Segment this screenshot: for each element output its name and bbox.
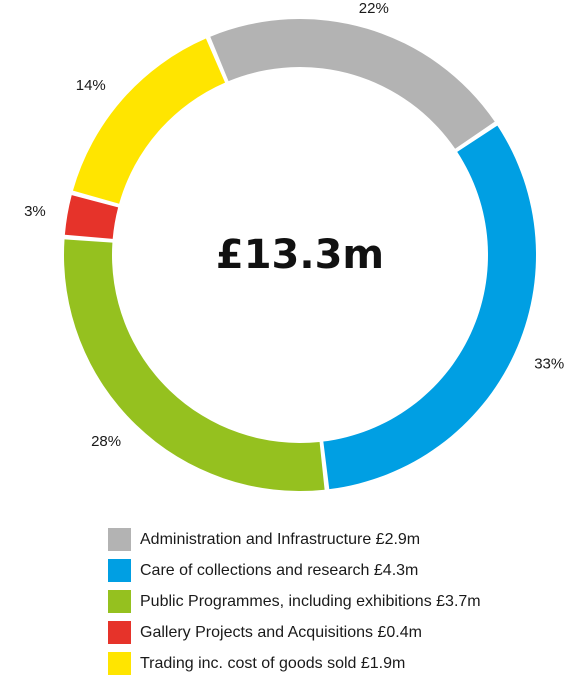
legend-swatch xyxy=(108,621,131,644)
donut-slice-5 xyxy=(72,38,226,204)
donut-chart: 22% 33% 28% 3% 14% £13.3m xyxy=(24,0,564,491)
legend-swatch xyxy=(108,528,131,551)
legend-label: Public Programmes, including exhibitions… xyxy=(140,592,481,610)
legend-item: Public Programmes, including exhibitions… xyxy=(108,590,481,613)
slice-percent-label: 22% xyxy=(359,0,389,17)
legend-item: Trading inc. cost of goods sold £1.9m xyxy=(108,652,481,675)
slice-percent-label: 28% xyxy=(91,433,121,450)
slice-percent-label: 14% xyxy=(76,77,106,94)
donut-slice-3 xyxy=(64,239,325,491)
legend-swatch xyxy=(108,590,131,613)
legend-label: Trading inc. cost of goods sold £1.9m xyxy=(140,654,406,672)
legend-label: Care of collections and research £4.3m xyxy=(140,561,419,579)
percent-labels: 22% 33% 28% 3% 14% xyxy=(24,0,564,450)
donut-slice-2 xyxy=(323,125,536,490)
slice-percent-label: 3% xyxy=(24,203,46,220)
slice-percent-label: 33% xyxy=(534,355,564,372)
legend-item: Care of collections and research £4.3m xyxy=(108,559,481,582)
legend-swatch xyxy=(108,652,131,675)
donut-slices xyxy=(64,19,536,491)
chart-legend: Administration and Infrastructure £2.9m C… xyxy=(108,528,481,683)
legend-label: Administration and Infrastructure £2.9m xyxy=(140,530,421,548)
donut-slice-1 xyxy=(210,19,495,149)
center-total-label: £13.3m xyxy=(216,232,384,278)
legend-swatch xyxy=(108,559,131,582)
donut-slice-4 xyxy=(64,195,119,239)
legend-item: Administration and Infrastructure £2.9m xyxy=(108,528,481,551)
legend-item: Gallery Projects and Acquisitions £0.4m xyxy=(108,621,481,644)
legend-label: Gallery Projects and Acquisitions £0.4m xyxy=(140,623,422,641)
